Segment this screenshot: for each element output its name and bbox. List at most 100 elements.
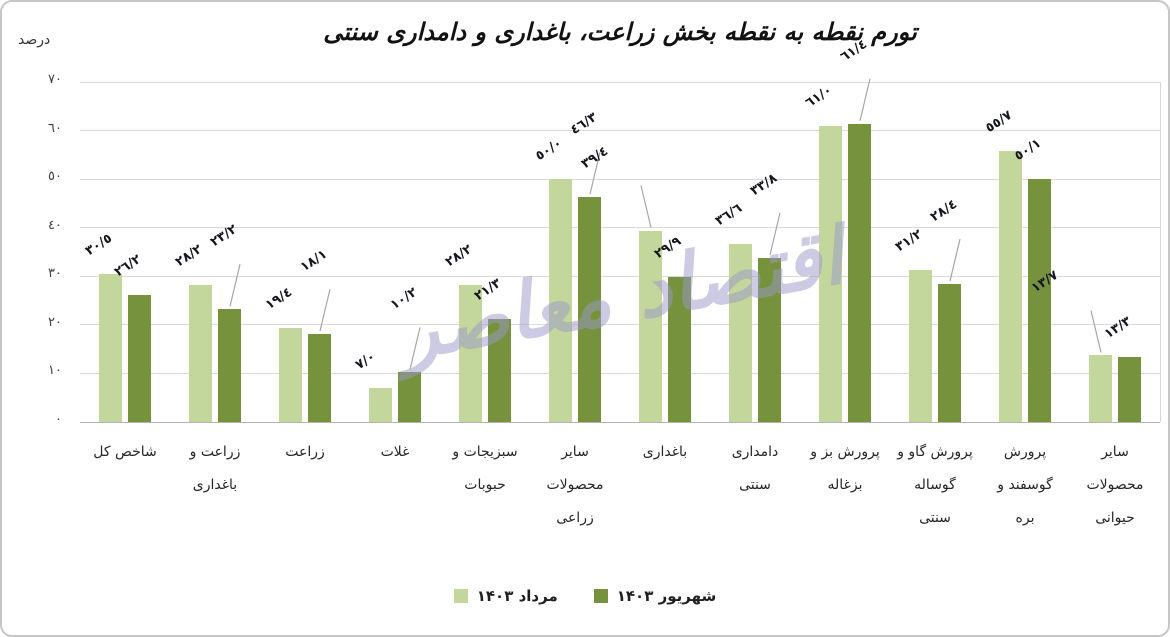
x-axis-label-line: محصولات [1086,477,1144,493]
bar-mordad-5[interactable] [549,179,572,422]
bar-shahrivar-4[interactable] [488,318,511,422]
bar-label-mordad-6: ٣٩/٤ [578,143,611,172]
y-tick-label-40: ٤٠ [48,217,62,233]
bar-mordad-4[interactable] [459,285,482,422]
x-axis-label-6: باغداری [620,436,710,469]
x-axis-label-5: سایر محصولات زراعی [530,436,620,535]
x-axis-label-line: حیوانی [1095,510,1135,526]
x-axis-label-line: محصولات [546,477,604,493]
x-axis-label-line: بره [1015,510,1035,526]
x-axis-label-line: سنتی [739,477,771,493]
bar-label-mordad-1: ٢٨/٢ [172,241,205,271]
x-axis-label-2: زراعت [260,436,350,469]
x-axis-label-1: زراعت و باغداری [170,436,260,502]
legend: مرداد ۱۴۰۳ شهریور ۱۴۰۳ [2,587,1168,605]
y-tick-label-20: ٢٠ [48,314,62,330]
legend-swatch-shahrivar-icon [593,589,608,603]
x-axis-label-line: سایر [1101,444,1129,460]
x-axis-label-line: دامداری [731,444,779,460]
bar-mordad-0[interactable] [99,273,122,422]
legend-item-mordad[interactable]: مرداد ۱۴۰۳ [453,587,558,605]
x-axis-label-line: پرورش [1003,444,1047,460]
y-axis-unit-label: درصد [18,32,51,48]
x-axis-label-11: سایر محصولات حیوانی [1070,436,1160,535]
x-axis-label-3: غلات [350,436,440,469]
x-axis-label-9: پرورش گاو و گوساله سنتی [890,436,980,535]
bar-shahrivar-6[interactable] [668,276,691,422]
bar-label-shahrivar-4: ٢١/٣ [471,275,504,304]
gridline-70 [80,81,1160,83]
bar-mordad-7[interactable] [729,244,752,422]
bar-label-shahrivar-5: ٤٦/٣ [567,109,600,139]
bar-mordad-1[interactable] [189,285,212,422]
bar-label-mordad-5: ٥٠/٠ [532,136,565,165]
bar-label-mordad-7: ٣٦/٦ [712,201,745,230]
gridline-60 [80,130,1160,132]
bar-shahrivar-8[interactable] [848,123,871,422]
y-tick-label-70: ٧٠ [48,72,62,87]
y-tick-label-30: ٣٠ [48,266,62,282]
bar-mordad-2[interactable] [279,327,302,422]
bar-shahrivar-3[interactable] [398,372,421,422]
bar-mordad-9[interactable] [909,270,932,422]
gridline-50 [80,178,1160,180]
x-axis-label-line: پرورش گاو و [897,444,973,460]
chart-title: تورم نقطه به نقطه بخش زراعت، باغداری و د… [323,18,917,46]
bar-shahrivar-10[interactable] [1028,178,1051,422]
x-axis-label-line: شاخص کل [93,444,157,460]
gridline-30 [80,275,1160,277]
x-axis-label-4: سبزیجات و حبوبات [440,436,530,502]
x-axis-label-10: پرورش گوسفند و بره [980,436,1070,535]
x-axis-label-7: دامداری سنتی [710,436,800,502]
bar-shahrivar-1[interactable] [218,309,241,422]
bar-mordad-6[interactable] [639,230,662,422]
bar-label-mordad-10: ٥٥/٧ [982,108,1015,137]
x-axis-label-line: باغداری [192,477,238,493]
bar-shahrivar-9[interactable] [938,284,961,422]
bar-label-mordad-0: ٣٠/٥ [82,230,115,259]
x-axis-label-line: غلات [380,444,410,460]
legend-swatch-mordad-icon [453,589,468,603]
bar-label-mordad-8: ٦١/٠ [802,82,835,111]
bar-shahrivar-5[interactable] [578,197,601,422]
y-tick-label-60: ٦٠ [48,120,62,136]
bar-label-shahrivar-7: ٣٣/٨ [747,170,780,199]
bar-shahrivar-0[interactable] [128,294,151,422]
bar-mordad-10[interactable] [999,151,1022,422]
x-axis-label-8: پرورش بز و بزغاله [800,436,890,502]
x-axis-label-line: باغداری [642,444,688,460]
bar-shahrivar-2[interactable] [308,334,331,422]
bar-shahrivar-7[interactable] [758,257,781,422]
x-axis-label-line: بزغاله [827,477,863,493]
bar-mordad-8[interactable] [819,125,842,422]
x-axis-label-line: سنتی [919,510,951,526]
y-tick-label-0: ٠ [55,412,62,427]
plot-right-border [1160,82,1161,422]
x-axis-label-line: زراعی [556,510,594,526]
x-axis-label-line: زراعت [285,444,325,460]
x-axis-label-0: شاخص کل [80,436,170,469]
bar-label-mordad-4: ٢٨/٢ [442,241,475,271]
gridline-20 [80,324,1160,326]
bar-label-shahrivar-2: ١٨/١ [297,246,330,276]
x-axis-label-line: سبزیجات و [452,444,518,460]
bar-label-mordad-9: ٣١/٢ [892,227,925,256]
gridline-40 [80,227,1160,229]
bar-label-mordad-3: ٧/٠ [352,349,379,373]
x-axis-label-line: گوساله [914,477,956,493]
x-axis-label-line: حبوبات [464,477,506,493]
bar-label-shahrivar-3: ١٠/٢ [387,285,420,314]
y-tick-label-10: ١٠ [48,363,62,379]
gridline-10 [80,372,1160,374]
bar-label-shahrivar-10: ٥٠/١ [1011,135,1044,164]
bar-label-mordad-2: ١٩/٤ [262,284,295,313]
bar-mordad-11[interactable] [1089,355,1112,422]
bar-shahrivar-11[interactable] [1118,357,1141,422]
legend-item-shahrivar[interactable]: شهریور ۱۴۰۳ [593,587,716,605]
bar-mordad-3[interactable] [369,388,392,422]
x-axis-label-line: سایر [561,444,589,460]
x-axis-label-line: گوسفند و [997,477,1053,493]
y-tick-label-50: ٥٠ [48,169,62,185]
